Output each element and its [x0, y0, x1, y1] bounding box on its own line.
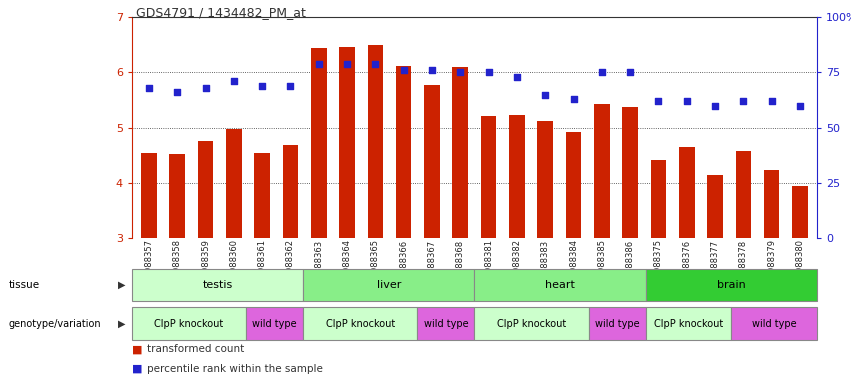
Text: testis: testis	[203, 280, 232, 290]
Text: ▶: ▶	[118, 318, 126, 329]
Point	[652, 98, 665, 104]
Bar	[283, 146, 298, 238]
Point	[227, 78, 241, 84]
Bar	[303, 307, 417, 340]
Point	[708, 103, 722, 109]
Point	[482, 70, 495, 76]
Bar	[538, 121, 553, 238]
Text: ClpP knockout: ClpP knockout	[326, 318, 395, 329]
Bar	[481, 116, 496, 238]
Point	[510, 74, 523, 80]
Point	[793, 103, 807, 109]
Text: wild type: wild type	[595, 318, 639, 329]
Bar	[679, 147, 694, 238]
Point	[255, 83, 269, 89]
Bar	[132, 307, 246, 340]
Point	[283, 83, 297, 89]
Bar	[509, 115, 525, 238]
Text: heart: heart	[545, 280, 575, 290]
Bar	[303, 269, 475, 301]
Bar	[424, 84, 440, 238]
Bar	[589, 307, 646, 340]
Point	[539, 91, 552, 98]
Text: ■: ■	[132, 344, 142, 354]
Point	[595, 70, 608, 76]
Bar	[475, 307, 589, 340]
Text: ClpP knockout: ClpP knockout	[154, 318, 224, 329]
Text: percentile rank within the sample: percentile rank within the sample	[147, 364, 323, 374]
Text: liver: liver	[377, 280, 401, 290]
Text: wild type: wild type	[424, 318, 468, 329]
Bar	[226, 129, 242, 238]
Bar	[707, 175, 722, 238]
Point	[312, 61, 326, 67]
Bar	[475, 269, 646, 301]
Bar	[453, 67, 468, 238]
Bar	[646, 307, 731, 340]
Bar	[246, 307, 303, 340]
Text: tissue: tissue	[9, 280, 40, 290]
Bar	[132, 269, 303, 301]
Bar	[311, 48, 327, 238]
Bar	[735, 151, 751, 238]
Point	[567, 96, 580, 102]
Bar	[731, 307, 817, 340]
Text: ClpP knockout: ClpP knockout	[497, 318, 566, 329]
Point	[737, 98, 751, 104]
Point	[368, 61, 382, 67]
Bar	[566, 132, 581, 238]
Point	[340, 61, 354, 67]
Bar	[646, 269, 817, 301]
Point	[680, 98, 694, 104]
Bar	[792, 185, 808, 238]
Bar	[141, 152, 157, 238]
Point	[623, 70, 637, 76]
Bar	[340, 46, 355, 238]
Bar	[396, 66, 411, 238]
Text: ▶: ▶	[118, 280, 126, 290]
Point	[198, 85, 212, 91]
Point	[765, 98, 779, 104]
Point	[397, 67, 410, 73]
Bar	[622, 107, 638, 238]
Text: wild type: wild type	[751, 318, 797, 329]
Text: ClpP knockout: ClpP knockout	[654, 318, 723, 329]
Bar	[169, 154, 185, 238]
Bar	[254, 152, 270, 238]
Point	[454, 70, 467, 76]
Text: ■: ■	[132, 364, 142, 374]
Bar	[651, 160, 666, 238]
Point	[170, 89, 184, 96]
Text: genotype/variation: genotype/variation	[9, 318, 101, 329]
Bar	[764, 170, 780, 238]
Bar	[197, 141, 214, 238]
Point	[142, 85, 156, 91]
Point	[426, 67, 439, 73]
Text: brain: brain	[717, 280, 745, 290]
Text: wild type: wild type	[252, 318, 297, 329]
Bar	[417, 307, 475, 340]
Bar	[594, 104, 609, 238]
Bar	[368, 45, 383, 238]
Text: transformed count: transformed count	[147, 344, 244, 354]
Text: GDS4791 / 1434482_PM_at: GDS4791 / 1434482_PM_at	[136, 6, 306, 19]
